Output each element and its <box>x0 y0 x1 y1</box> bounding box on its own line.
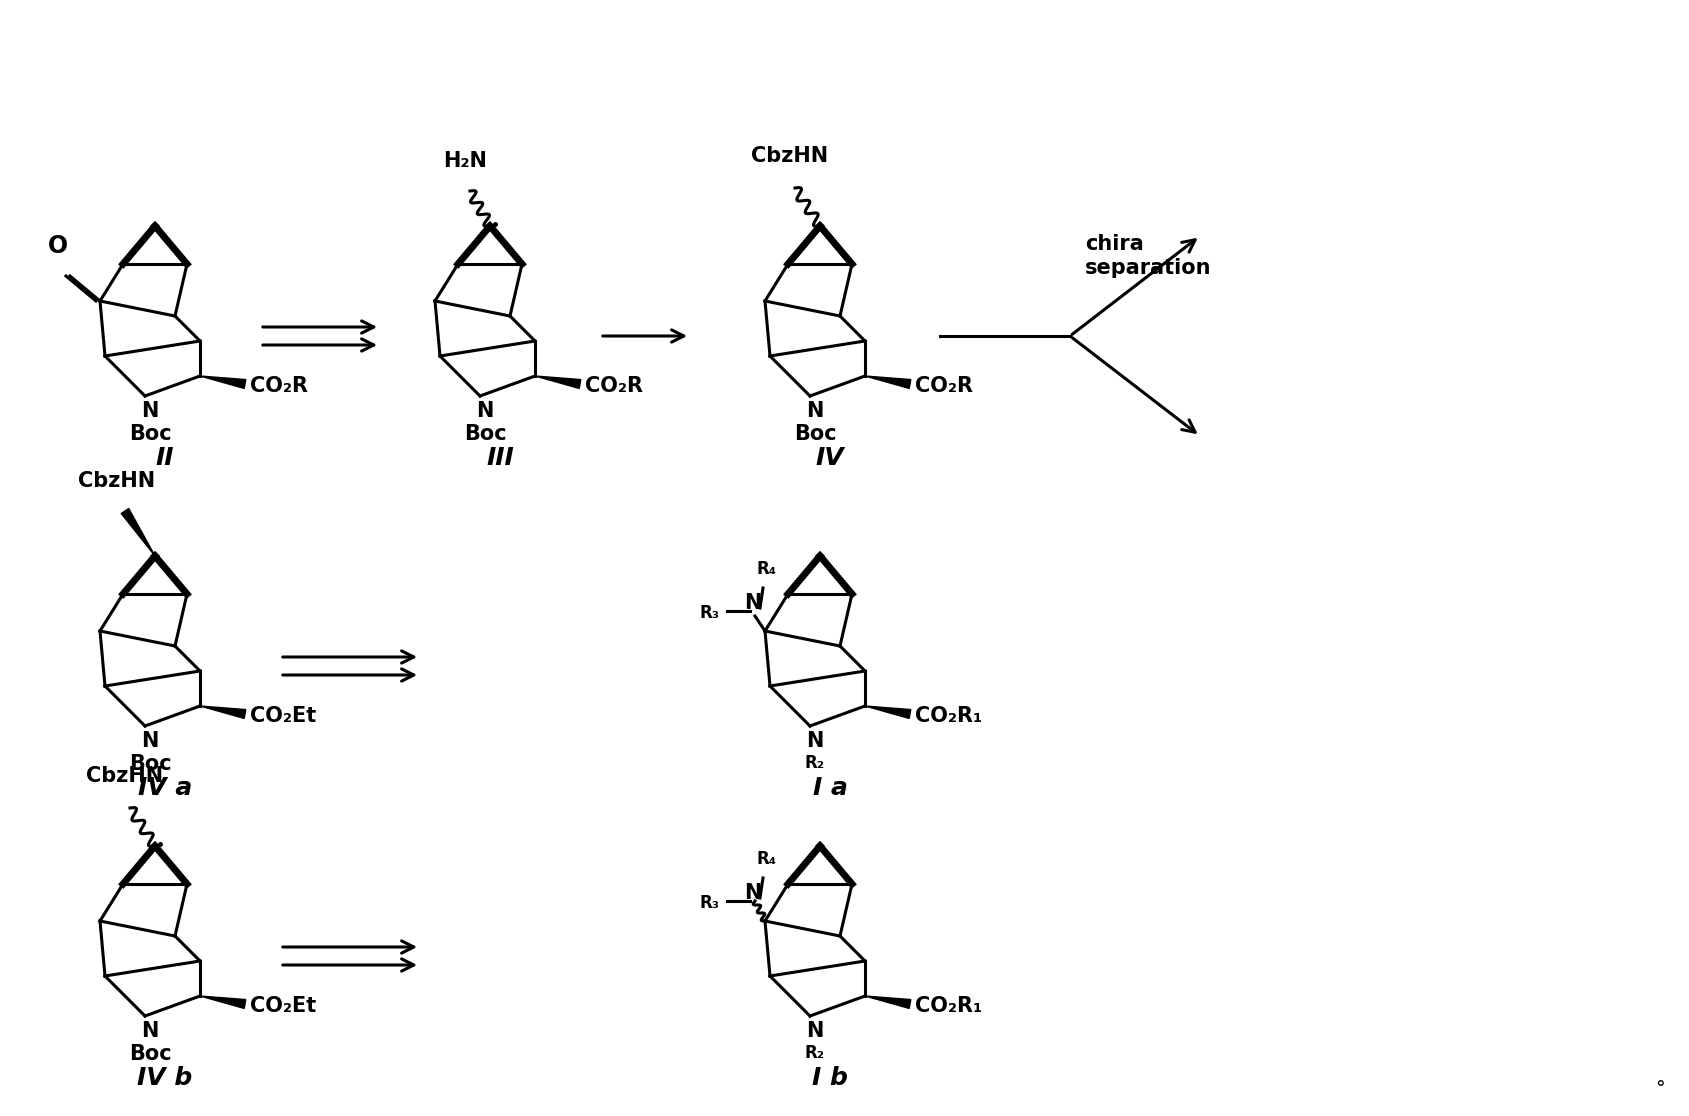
Text: Boc: Boc <box>463 424 507 444</box>
Text: chira
separation: chira separation <box>1084 234 1211 278</box>
Text: CO₂R: CO₂R <box>250 376 307 396</box>
Polygon shape <box>199 376 245 388</box>
Polygon shape <box>865 995 910 1009</box>
Text: O: O <box>47 234 68 258</box>
Polygon shape <box>199 995 245 1009</box>
Text: N: N <box>743 883 762 903</box>
Text: N: N <box>142 401 159 421</box>
Text: CO₂R₁: CO₂R₁ <box>914 995 981 1016</box>
Text: CO₂R₁: CO₂R₁ <box>914 706 981 727</box>
Text: Boc: Boc <box>794 424 836 444</box>
Text: R₄: R₄ <box>757 560 777 578</box>
Text: R₃: R₃ <box>699 894 720 912</box>
Text: IV a: IV a <box>138 776 193 800</box>
Text: Boc: Boc <box>128 754 171 775</box>
Text: Boc: Boc <box>128 424 171 444</box>
Text: CO₂R: CO₂R <box>914 376 973 396</box>
Text: °: ° <box>1654 1078 1664 1097</box>
Text: H₂N: H₂N <box>443 151 486 171</box>
Text: CO₂R: CO₂R <box>584 376 642 396</box>
Text: N: N <box>806 401 823 421</box>
Text: III: III <box>486 446 513 470</box>
Polygon shape <box>865 376 910 388</box>
Text: N: N <box>142 731 159 751</box>
Text: R₃: R₃ <box>699 604 720 622</box>
Text: R₂: R₂ <box>804 754 824 772</box>
Text: R₄: R₄ <box>757 850 777 868</box>
Text: I b: I b <box>812 1066 848 1090</box>
Text: N: N <box>142 1021 159 1041</box>
Polygon shape <box>865 706 910 719</box>
Text: N: N <box>743 593 762 613</box>
Text: N: N <box>806 1021 823 1041</box>
Text: IV: IV <box>816 446 844 470</box>
Text: CbzHN: CbzHN <box>86 766 164 786</box>
Text: CbzHN: CbzHN <box>78 471 155 491</box>
Text: R₂: R₂ <box>804 1043 824 1062</box>
Text: II: II <box>155 446 174 470</box>
Text: CbzHN: CbzHN <box>752 146 828 166</box>
Text: I a: I a <box>812 776 846 800</box>
Polygon shape <box>122 509 155 556</box>
Polygon shape <box>535 376 581 388</box>
Text: N: N <box>476 401 493 421</box>
Text: CO₂Et: CO₂Et <box>250 995 316 1016</box>
Text: IV b: IV b <box>137 1066 193 1090</box>
Polygon shape <box>199 706 245 719</box>
Text: N: N <box>806 731 823 751</box>
Text: Boc: Boc <box>128 1043 171 1064</box>
Text: CO₂Et: CO₂Et <box>250 706 316 727</box>
